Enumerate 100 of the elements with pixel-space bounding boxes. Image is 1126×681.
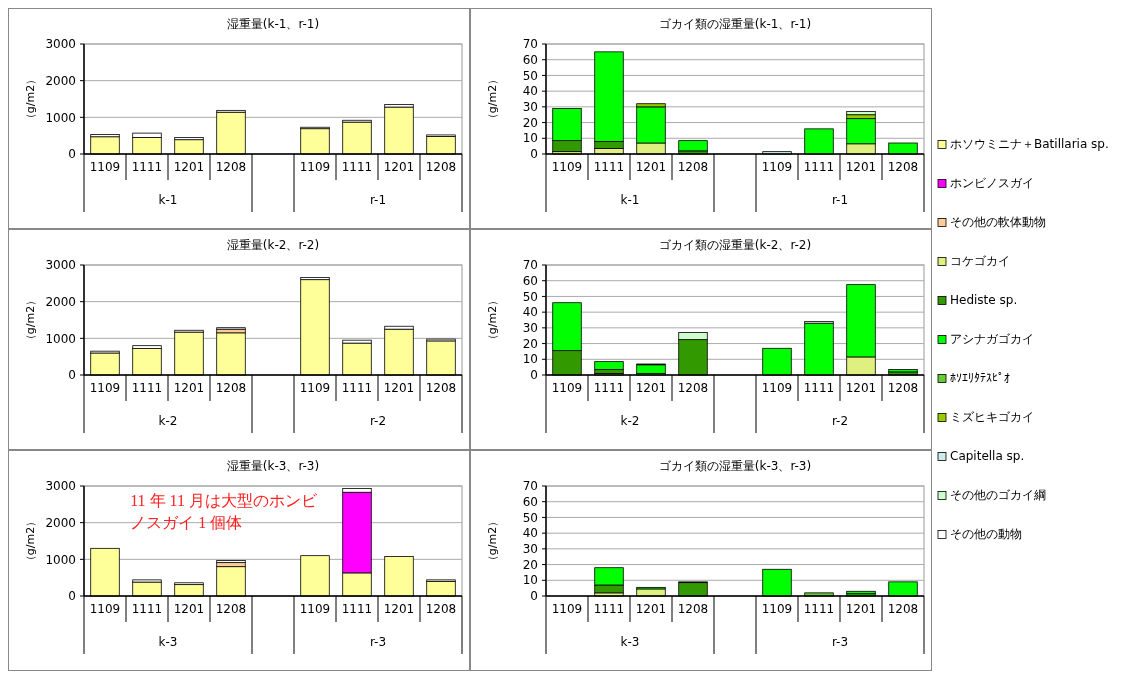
x-tick-label: 1111 <box>341 381 373 395</box>
x-tick-label: 1109 <box>551 381 583 395</box>
x-tick-label: 1208 <box>677 381 709 395</box>
text: k-2 <box>620 414 640 428</box>
y-tick-label: 70 <box>522 37 538 52</box>
legend-label: その他のゴカイ綱 <box>950 486 1047 503</box>
chart-title: ゴカイ類の湿重量(k-1、r-1) <box>658 17 812 31</box>
y-axis-title: （g/m2） <box>486 73 499 125</box>
text: k-3 <box>620 635 640 649</box>
y-tick-label: 50 <box>522 510 538 525</box>
legend-label: ホンビノスガイ <box>950 174 1035 191</box>
text: r-3 <box>831 635 849 649</box>
y-tick-label: 30 <box>522 542 538 557</box>
text: r-1 <box>369 193 387 207</box>
y-tick-label: 20 <box>522 557 538 572</box>
text: r-1 <box>831 193 849 207</box>
y-tick-label: 70 <box>522 479 538 494</box>
legend-label: ホソウミニナ＋Batillaria sp. <box>950 135 1110 152</box>
y-tick-label: 0 <box>530 147 538 162</box>
x-tick-label: 1111 <box>593 160 625 174</box>
y-tick-label: 1000 <box>45 552 76 567</box>
y-axis-title: （g/m2） <box>486 515 499 567</box>
legend-label: その他の軟体動物 <box>950 213 1047 230</box>
x-tick-label: 1201 <box>635 381 667 395</box>
y-axis-title: （g/m2） <box>24 294 37 346</box>
chart-title: ゴカイ類の湿重量(k-3、r-3) <box>658 459 812 473</box>
legend-label: Capitella sp. <box>950 447 1026 464</box>
y-tick-label: 3000 <box>45 37 76 52</box>
x-tick-label: 1208 <box>215 602 247 616</box>
y-axis-title: （g/m2） <box>24 515 37 567</box>
text: r-2 <box>831 414 849 428</box>
y-tick-label: 10 <box>522 573 538 588</box>
y-tick-label: 40 <box>522 84 538 99</box>
y-axis-title: （g/m2） <box>24 73 37 125</box>
x-tick-label: 1201 <box>173 602 205 616</box>
x-tick-label: 1201 <box>383 602 415 616</box>
x-tick-label: 1109 <box>299 381 331 395</box>
x-tick-label: 1109 <box>89 602 121 616</box>
y-tick-label: 3000 <box>45 258 76 273</box>
text: k-2 <box>158 414 178 428</box>
legend-label: ﾎｿｴﾘﾀﾃｽﾋﾟｵ <box>950 369 1011 386</box>
x-tick-label: 1111 <box>131 602 163 616</box>
x-tick-label: 1201 <box>845 381 877 395</box>
x-tick-label: 1208 <box>425 160 457 174</box>
x-tick-label: 1109 <box>761 381 793 395</box>
x-tick-label: 1208 <box>677 602 709 616</box>
text: k-1 <box>158 193 178 207</box>
legend-label: アシナガゴカイ <box>950 330 1035 347</box>
x-tick-label: 1111 <box>593 381 625 395</box>
x-tick-label: 1109 <box>551 160 583 174</box>
x-tick-label: 1208 <box>677 160 709 174</box>
x-tick-label: 1109 <box>299 160 331 174</box>
y-tick-label: 20 <box>522 336 538 351</box>
y-tick-label: 0 <box>68 589 76 604</box>
x-tick-label: 1208 <box>425 381 457 395</box>
y-tick-label: 70 <box>522 258 538 273</box>
text: r-3 <box>369 635 387 649</box>
x-tick-label: 1201 <box>383 381 415 395</box>
x-tick-label: 1208 <box>215 160 247 174</box>
x-tick-label: 1109 <box>89 381 121 395</box>
x-tick-label: 1208 <box>887 381 919 395</box>
chart-title: 湿重量(k-3、r-3) <box>226 459 320 473</box>
y-tick-label: 1000 <box>45 110 76 125</box>
x-tick-label: 1201 <box>635 602 667 616</box>
y-tick-label: 0 <box>68 368 76 383</box>
chart-title: 湿重量(k-1、r-1) <box>226 17 320 31</box>
x-tick-label: 1109 <box>299 602 331 616</box>
x-tick-label: 1201 <box>845 602 877 616</box>
y-tick-label: 10 <box>522 352 538 367</box>
y-tick-label: 30 <box>522 321 538 336</box>
legend-label: Hediste sp. <box>950 291 1019 308</box>
x-tick-label: 1201 <box>173 381 205 395</box>
x-tick-label: 1111 <box>803 160 835 174</box>
y-tick-label: 20 <box>522 115 538 130</box>
x-tick-label: 1208 <box>887 602 919 616</box>
legend-label: ミズヒキゴカイ <box>950 408 1035 425</box>
x-tick-label: 1111 <box>341 602 373 616</box>
x-tick-label: 1111 <box>131 160 163 174</box>
chart-title: 湿重量(k-2、r-2) <box>226 238 320 252</box>
x-tick-label: 1111 <box>593 602 625 616</box>
x-tick-label: 1208 <box>425 602 457 616</box>
x-tick-label: 1109 <box>761 160 793 174</box>
y-tick-label: 50 <box>522 68 538 83</box>
y-tick-label: 2000 <box>45 73 76 88</box>
y-tick-label: 1000 <box>45 331 76 346</box>
x-tick-label: 1111 <box>341 160 373 174</box>
y-tick-label: 0 <box>530 368 538 383</box>
x-tick-label: 1111 <box>803 602 835 616</box>
y-tick-label: 3000 <box>45 479 76 494</box>
x-tick-label: 1111 <box>803 381 835 395</box>
annotation: 11 年 11 月は大型のホンビノスガイ 1 個体 <box>130 491 318 533</box>
x-tick-label: 1109 <box>761 602 793 616</box>
y-tick-label: 0 <box>530 589 538 604</box>
x-tick-label: 1208 <box>887 160 919 174</box>
x-tick-label: 1109 <box>89 160 121 174</box>
y-tick-label: 2000 <box>45 515 76 530</box>
legend-label: その他の動物 <box>950 525 1023 542</box>
chart-title: ゴカイ類の湿重量(k-2、r-2) <box>658 238 812 252</box>
x-tick-label: 1109 <box>551 602 583 616</box>
y-tick-label: 10 <box>522 131 538 146</box>
